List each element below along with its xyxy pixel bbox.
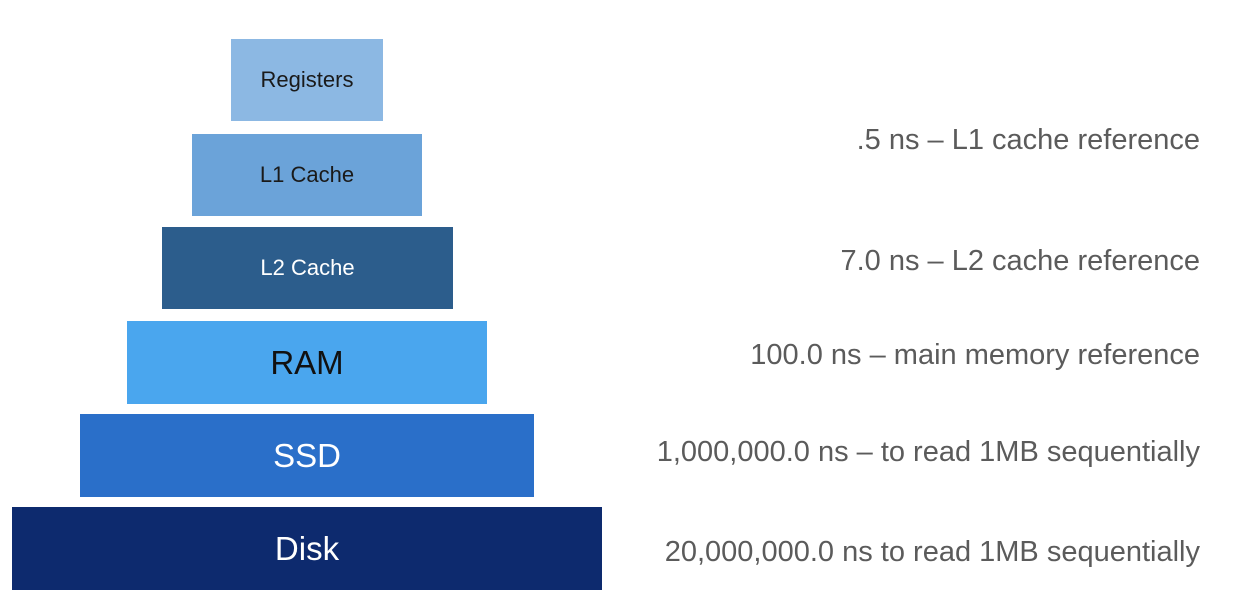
tier-ram: RAM: [127, 321, 487, 404]
tier-ssd: SSD: [80, 414, 534, 497]
latency-note-disk: 20,000,000.0 ns to read 1MB sequentially: [664, 536, 1200, 568]
latency-note-ram: 100.0 ns – main memory reference: [750, 339, 1200, 371]
tier-l1-cache-label: L1 Cache: [259, 162, 355, 187]
latency-note-l1-cache: .5 ns – L1 cache reference: [856, 124, 1200, 156]
latency-note-ssd: 1,000,000.0 ns – to read 1MB sequentiall…: [656, 436, 1200, 468]
tier-l2-cache: L2 Cache: [162, 227, 453, 309]
latency-note-l2-cache: 7.0 ns – L2 cache reference: [840, 245, 1200, 277]
tier-l2-cache-label: L2 Cache: [260, 255, 355, 280]
tier-ram-label: RAM: [270, 343, 344, 381]
tier-l1-cache: L1 Cache: [192, 134, 422, 216]
tier-registers-label: Registers: [260, 67, 354, 92]
tier-disk: Disk: [12, 507, 602, 590]
tier-registers: Registers: [231, 39, 383, 121]
tier-disk-label: Disk: [274, 529, 340, 567]
tier-ssd-label: SSD: [273, 436, 341, 474]
